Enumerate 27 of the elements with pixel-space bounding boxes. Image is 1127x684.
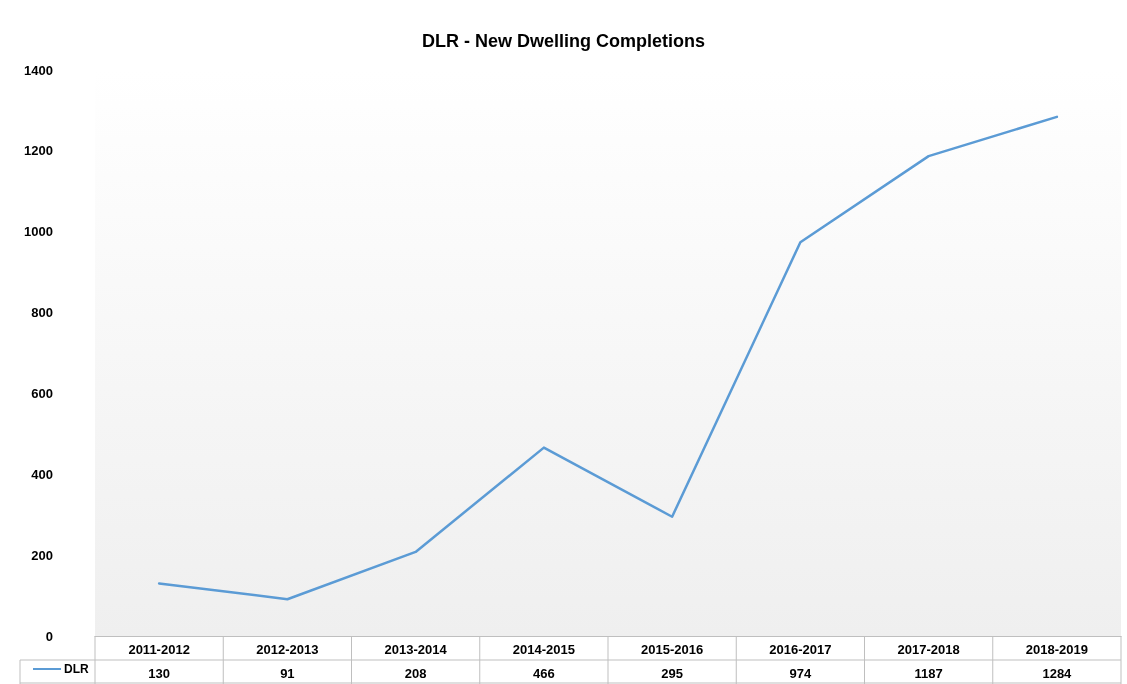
y-tick-label: 1400 — [24, 62, 53, 78]
data-label: 974 — [789, 666, 812, 681]
y-tick-label: 400 — [31, 466, 53, 482]
y-tick-label: 200 — [31, 547, 53, 563]
x-tick-label: 2018-2019 — [1025, 642, 1088, 657]
x-tick-label: 2016-2017 — [769, 642, 832, 657]
data-label: 1187 — [914, 666, 943, 681]
x-tick-label: 2011-2012 — [128, 642, 190, 657]
data-label: 208 — [404, 666, 427, 681]
y-tick-label: 1200 — [24, 143, 53, 159]
legend-label: DLR — [64, 662, 89, 676]
y-tick-label: 600 — [31, 385, 53, 401]
y-tick-label: 1000 — [24, 224, 53, 240]
y-tick-label: 0 — [45, 628, 53, 644]
x-tick-label: 2014-2015 — [512, 642, 575, 657]
y-tick-label: 800 — [31, 305, 53, 321]
x-tick-label: 2012-2013 — [256, 642, 319, 657]
data-label: 1284 — [1042, 666, 1073, 681]
data-label: 466 — [533, 666, 555, 681]
data-label: 91 — [280, 666, 295, 681]
x-tick-label: 2015-2016 — [641, 642, 704, 657]
data-label: 295 — [661, 666, 683, 681]
line-series — [157, 115, 1059, 601]
chart-title: DLR - New Dwelling Completions — [421, 31, 706, 51]
x-tick-label: 2013-2014 — [384, 642, 448, 657]
data-label: 130 — [148, 666, 170, 681]
x-tick-label: 2017-2018 — [897, 642, 960, 657]
